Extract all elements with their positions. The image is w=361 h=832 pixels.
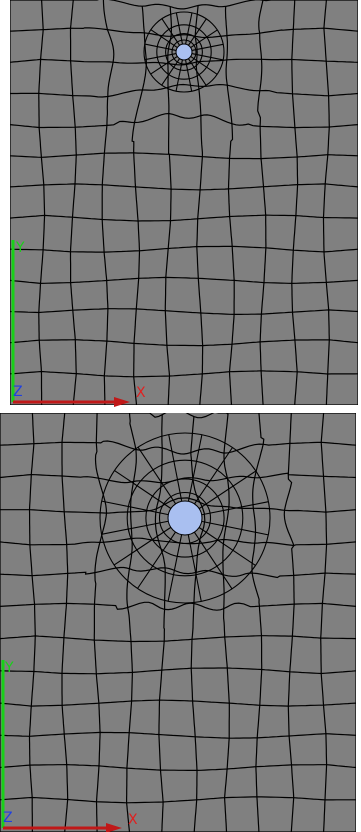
y-axis-label: Y — [4, 660, 14, 676]
x-axis-label: X — [128, 812, 138, 828]
mesh-screenshot: Y X Z Y X Z — [0, 0, 361, 832]
hole — [168, 501, 202, 535]
page: Y X Z Y X Z (() => { const data = JSON.p… — [0, 0, 361, 832]
z-axis-label: Z — [3, 810, 13, 826]
y-axis-label: Y — [15, 240, 25, 256]
x-axis-label: X — [136, 385, 146, 401]
hole — [176, 44, 192, 60]
z-axis-label: Z — [13, 384, 23, 400]
